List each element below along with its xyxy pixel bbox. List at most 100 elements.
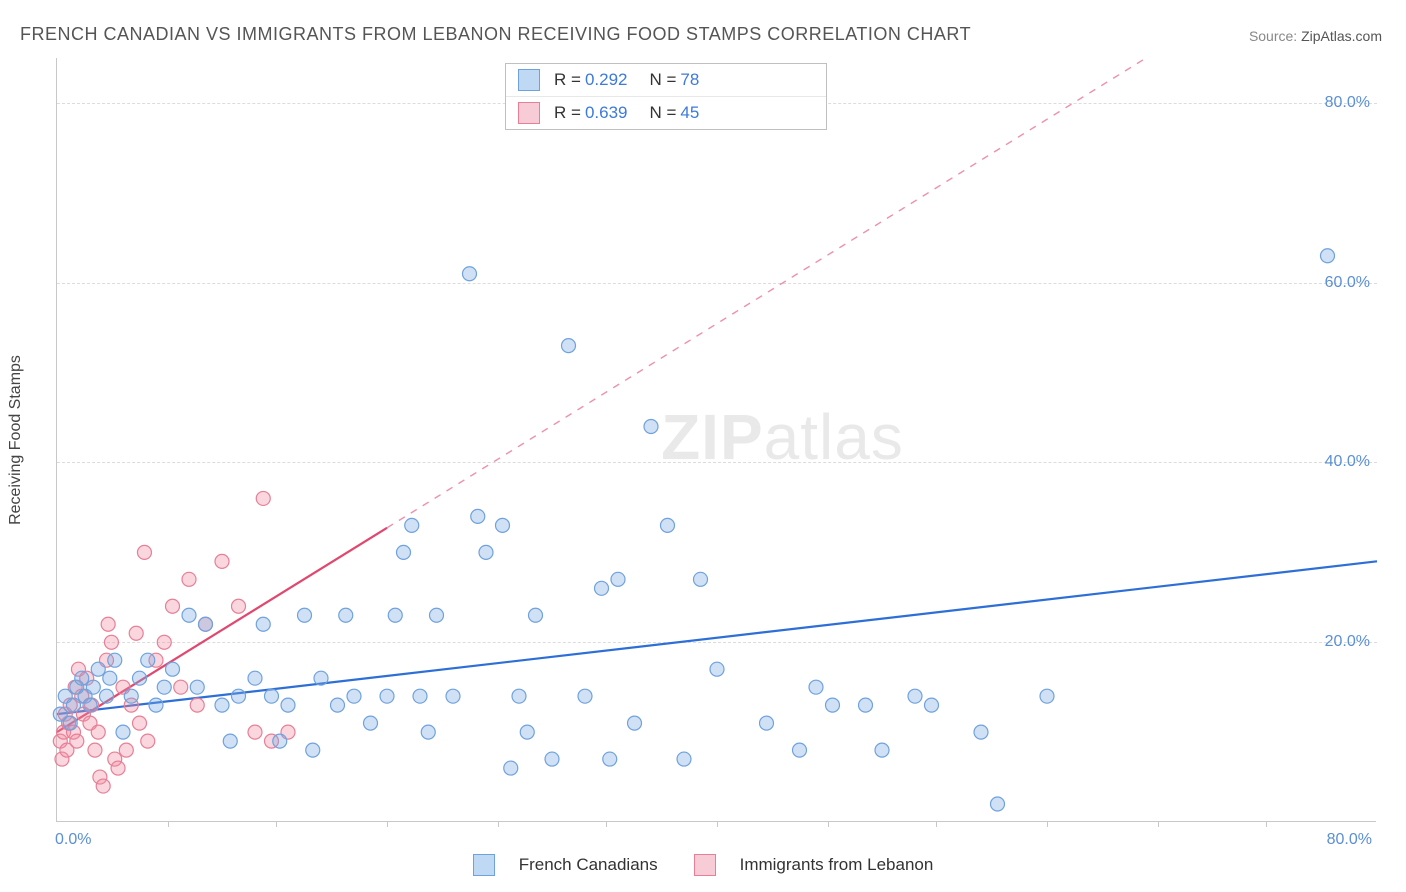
scatter-point xyxy=(413,689,427,703)
x-tick-origin: 0.0% xyxy=(55,831,91,849)
scatter-point xyxy=(166,599,180,613)
scatter-point xyxy=(281,698,295,712)
scatter-point xyxy=(380,689,394,703)
stats-legend: R = 0.292 N = 78 R = 0.639 N = 45 xyxy=(505,63,827,130)
scatter-point xyxy=(133,671,147,685)
scatter-point xyxy=(256,617,270,631)
scatter-point xyxy=(119,743,133,757)
scatter-point xyxy=(710,662,724,676)
scatter-point xyxy=(232,689,246,703)
n-value-1: 78 xyxy=(680,70,699,90)
swatch-blue xyxy=(518,69,540,91)
scatter-point xyxy=(182,572,196,586)
scatter-point xyxy=(129,626,143,640)
scatter-point xyxy=(298,608,312,622)
r-value-1: 0.292 xyxy=(585,70,628,90)
scatter-point xyxy=(1040,689,1054,703)
scatter-point xyxy=(496,518,510,532)
scatter-point xyxy=(694,572,708,586)
scatter-point xyxy=(182,608,196,622)
scatter-point xyxy=(149,698,163,712)
scatter-point xyxy=(826,698,840,712)
scatter-point xyxy=(471,509,485,523)
bottom-legend-item-2: Immigrants from Lebanon xyxy=(694,854,934,876)
source-link: ZipAtlas.com xyxy=(1301,28,1382,44)
scatter-point xyxy=(347,689,361,703)
stats-legend-row-2: R = 0.639 N = 45 xyxy=(506,96,826,129)
scatter-point xyxy=(463,267,477,281)
scatter-point xyxy=(430,608,444,622)
scatter-point xyxy=(479,545,493,559)
scatter-point xyxy=(273,734,287,748)
scatter-point xyxy=(174,680,188,694)
scatter-point xyxy=(166,662,180,676)
scatter-point xyxy=(397,545,411,559)
scatter-point xyxy=(86,680,100,694)
scatter-point xyxy=(157,680,171,694)
scatter-point xyxy=(339,608,353,622)
scatter-point xyxy=(628,716,642,730)
scatter-point xyxy=(661,518,675,532)
scatter-point xyxy=(141,734,155,748)
scatter-point xyxy=(141,653,155,667)
plot-container: Receiving Food Stamps 20.0%40.0%60.0%80.… xyxy=(56,58,1376,822)
scatter-point xyxy=(875,743,889,757)
scatter-point xyxy=(388,608,402,622)
scatter-point xyxy=(364,716,378,730)
scatter-point xyxy=(100,689,114,703)
scatter-point xyxy=(504,761,518,775)
scatter-point xyxy=(104,635,118,649)
scatter-point xyxy=(91,725,105,739)
r-value-2: 0.639 xyxy=(585,103,628,123)
scatter-point xyxy=(232,599,246,613)
scatter-point xyxy=(677,752,691,766)
scatter-point xyxy=(405,518,419,532)
r-label: R = xyxy=(554,103,581,123)
chart-title: FRENCH CANADIAN VS IMMIGRANTS FROM LEBAN… xyxy=(20,24,971,45)
scatter-point xyxy=(190,698,204,712)
bottom-legend-item-1: French Canadians xyxy=(473,854,658,876)
swatch-pink xyxy=(694,854,716,876)
n-label: N = xyxy=(649,70,676,90)
n-label: N = xyxy=(649,103,676,123)
scatter-point xyxy=(314,671,328,685)
stats-legend-row-1: R = 0.292 N = 78 xyxy=(506,64,826,96)
scatter-point xyxy=(265,689,279,703)
scatter-point xyxy=(88,743,102,757)
scatter-point xyxy=(859,698,873,712)
scatter-point xyxy=(83,698,97,712)
scatter-point xyxy=(603,752,617,766)
x-tick-max: 80.0% xyxy=(1327,831,1372,849)
scatter-point xyxy=(974,725,988,739)
swatch-pink xyxy=(518,102,540,124)
scatter-point xyxy=(108,653,122,667)
scatter-point xyxy=(512,689,526,703)
scatter-point xyxy=(991,797,1005,811)
scatter-point xyxy=(67,698,81,712)
scatter-point xyxy=(908,689,922,703)
scatter-point xyxy=(101,617,115,631)
scatter-point xyxy=(75,671,89,685)
scatter-point xyxy=(96,779,110,793)
scatter-point xyxy=(529,608,543,622)
scatter-point xyxy=(248,671,262,685)
y-axis-title: Receiving Food Stamps xyxy=(7,355,25,525)
n-value-2: 45 xyxy=(680,103,699,123)
scatter-point xyxy=(1321,249,1335,263)
chart-svg-layer xyxy=(57,58,1377,822)
scatter-point xyxy=(111,761,125,775)
scatter-point xyxy=(306,743,320,757)
scatter-point xyxy=(137,545,151,559)
scatter-point xyxy=(248,725,262,739)
scatter-point xyxy=(133,716,147,730)
bottom-legend: French Canadians Immigrants from Lebanon xyxy=(0,854,1406,876)
scatter-point xyxy=(520,725,534,739)
scatter-point xyxy=(793,743,807,757)
scatter-point xyxy=(925,698,939,712)
swatch-blue xyxy=(473,854,495,876)
bottom-legend-label-2: Immigrants from Lebanon xyxy=(740,855,934,875)
scatter-point xyxy=(595,581,609,595)
bottom-legend-label-1: French Canadians xyxy=(519,855,658,875)
scatter-point xyxy=(331,698,345,712)
scatter-point xyxy=(91,662,105,676)
